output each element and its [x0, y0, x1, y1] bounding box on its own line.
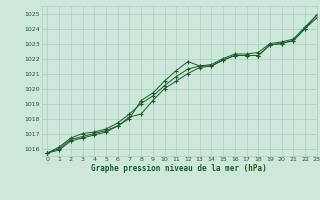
X-axis label: Graphe pression niveau de la mer (hPa): Graphe pression niveau de la mer (hPa) — [91, 164, 267, 173]
